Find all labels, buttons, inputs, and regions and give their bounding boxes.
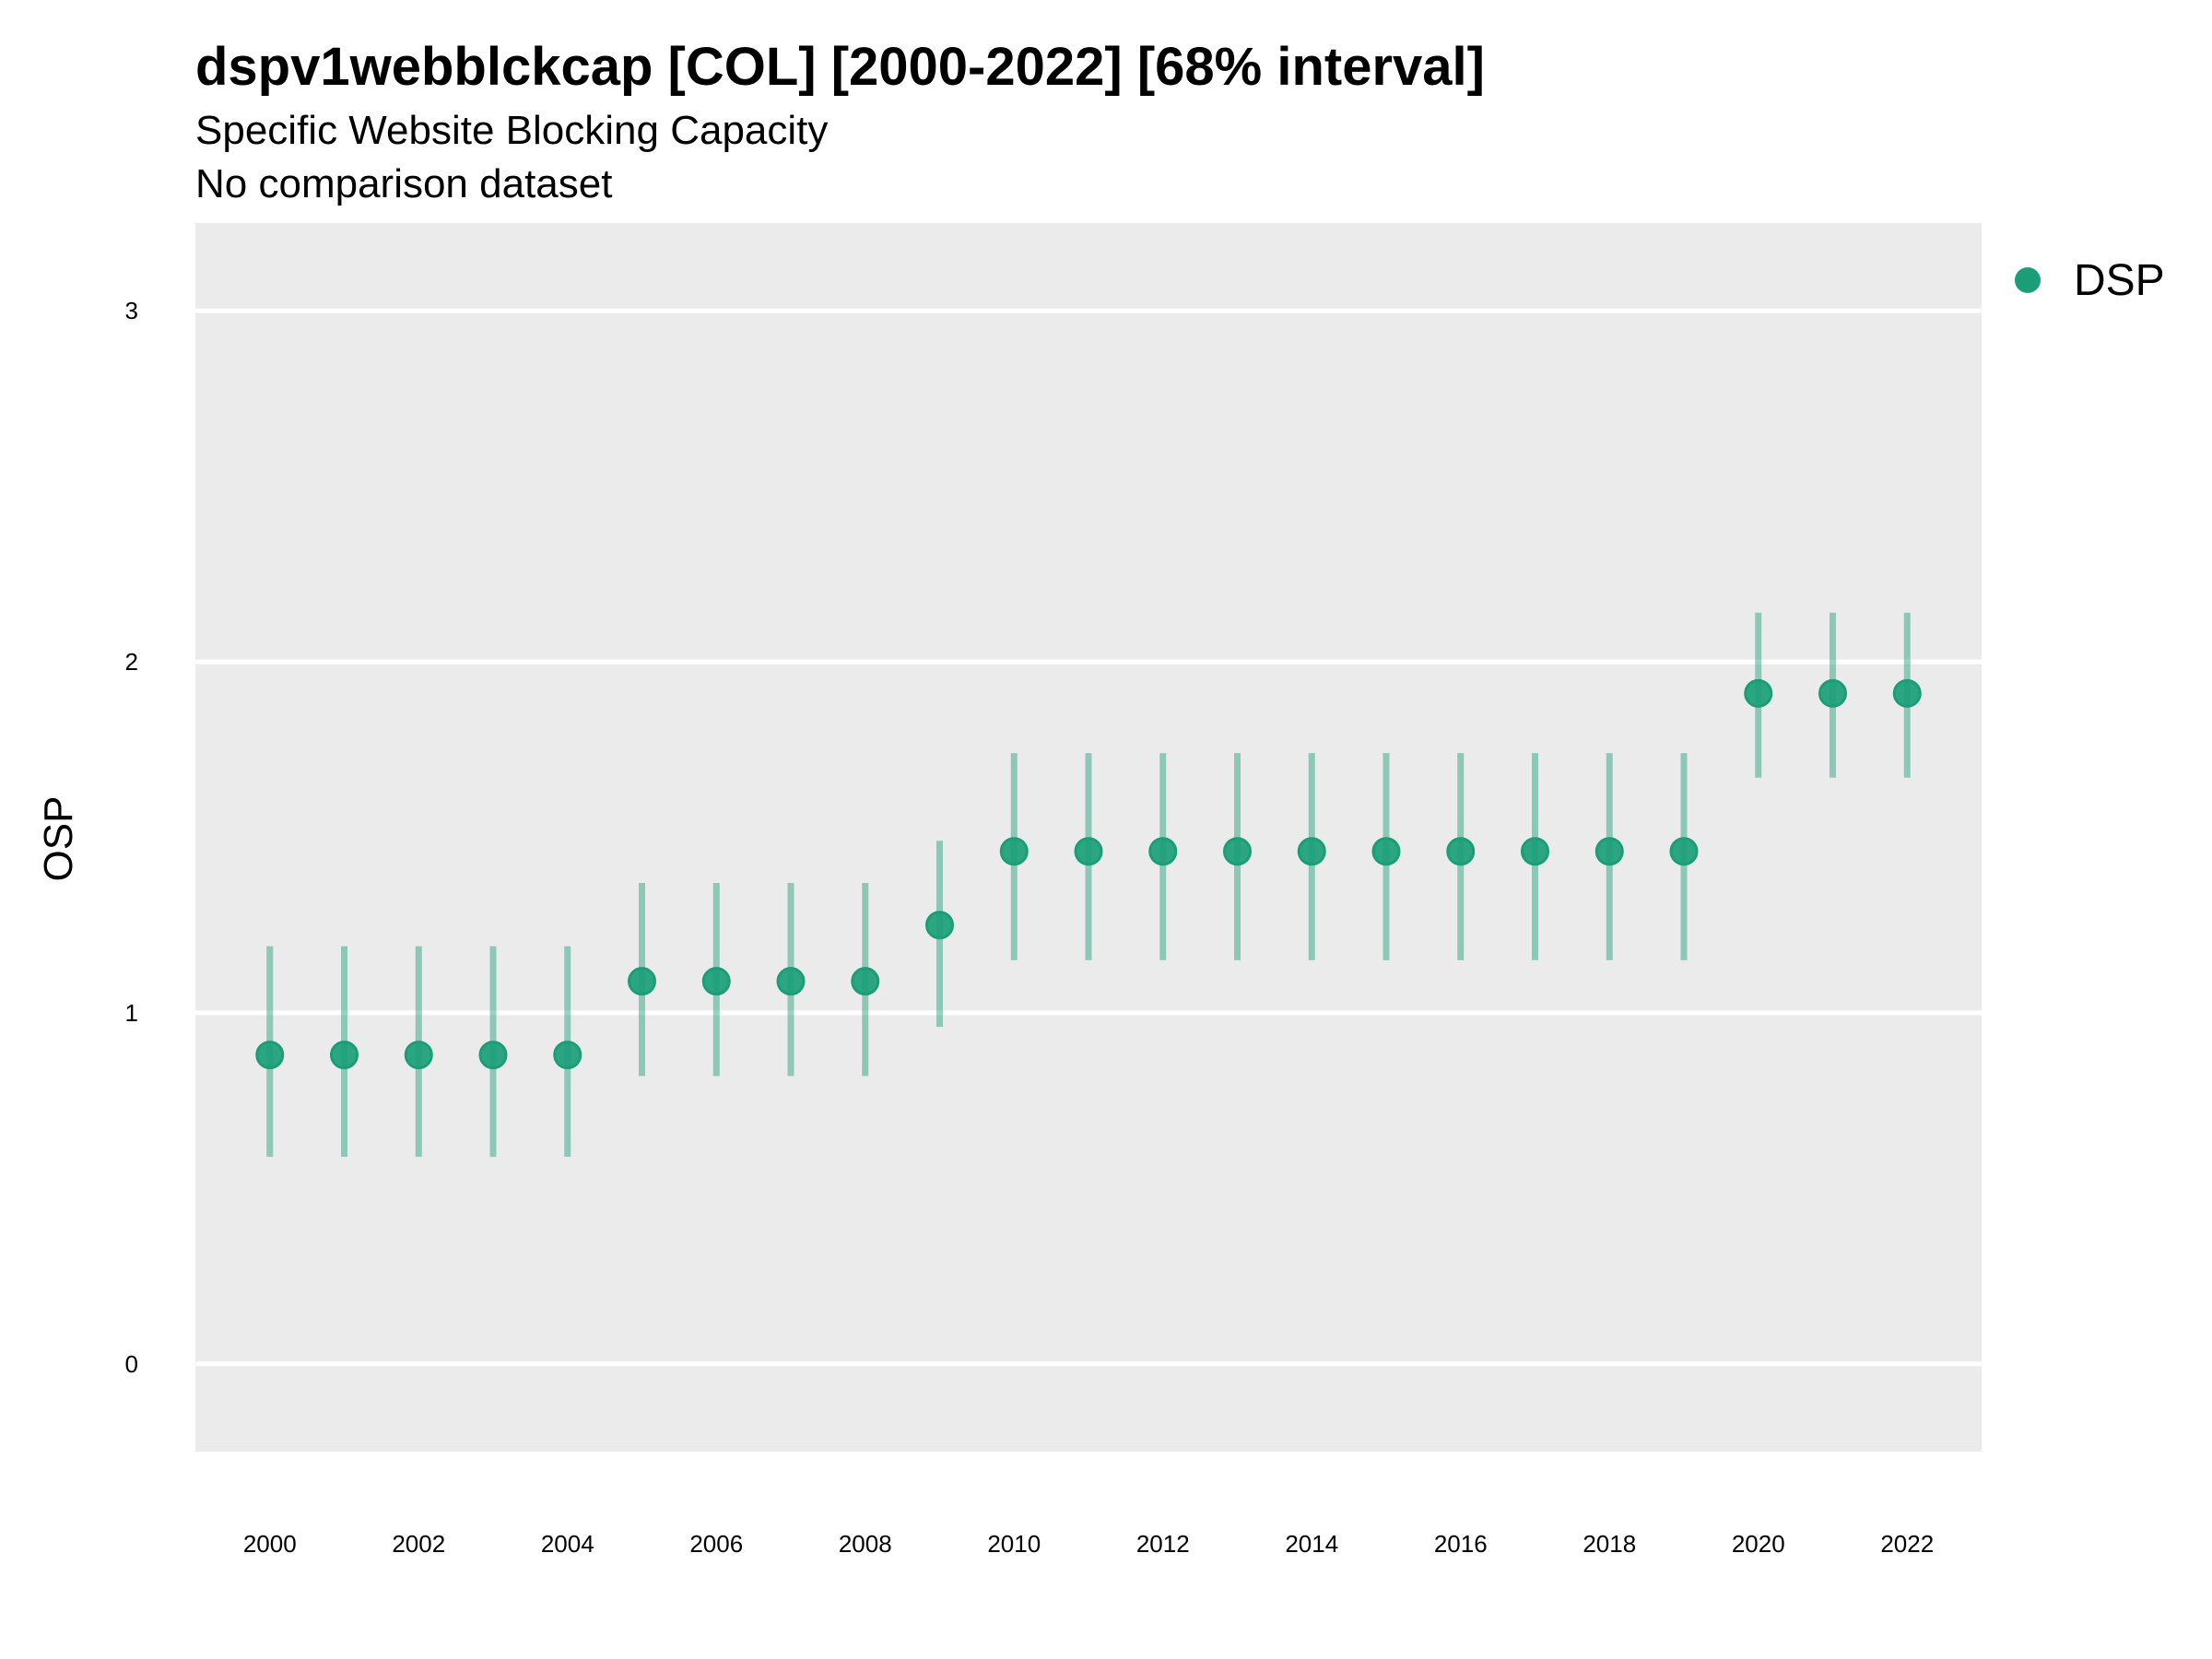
x-tick-label: 2022 (1880, 1530, 1934, 1558)
data-point (1521, 837, 1549, 866)
x-tick-label: 2012 (1136, 1530, 1190, 1558)
data-point (628, 967, 656, 996)
y-tick-label: 3 (125, 297, 138, 324)
data-point (1669, 837, 1699, 866)
legend-swatch-dsp (2015, 267, 2041, 293)
chart-subtitle: Specific Website Blocking Capacity (195, 108, 828, 153)
data-point (776, 967, 806, 996)
data-point (553, 1041, 582, 1070)
grid-lines (195, 308, 1982, 1367)
x-tick-label: 2014 (1285, 1530, 1338, 1558)
x-tick-label: 2020 (1732, 1530, 1785, 1558)
data-point (1818, 678, 1847, 708)
x-tick-label: 2008 (839, 1530, 892, 1558)
data-point (1446, 837, 1476, 866)
data-point (478, 1041, 508, 1070)
data-point (1371, 837, 1401, 866)
data-point (330, 1041, 359, 1070)
data-point (1594, 837, 1624, 866)
x-tick-label: 2010 (987, 1530, 1041, 1558)
x-tick-label: 2004 (541, 1530, 594, 1558)
chart-title: dspv1webblckcap [COL] [2000-2022] [68% i… (195, 37, 1485, 97)
y-tick-label: 0 (125, 1350, 138, 1378)
x-tick-label: 2016 (1434, 1530, 1488, 1558)
data-point (999, 837, 1029, 866)
chart-caption: No comparison dataset (195, 161, 612, 206)
data-point (404, 1041, 433, 1070)
x-tick-label: 2018 (1583, 1530, 1636, 1558)
x-tick-label: 2006 (689, 1530, 743, 1558)
data-point (1892, 678, 1922, 708)
y-tick-label: 2 (125, 648, 138, 676)
data-point (255, 1041, 285, 1070)
y-axis-label: OSP (36, 796, 81, 882)
data-point (701, 967, 731, 996)
data-point (1297, 837, 1326, 866)
data-point (1074, 837, 1103, 866)
x-tick-label: 2002 (392, 1530, 445, 1558)
x-axis-ticks: 2000 2002 2004 2006 2008 2010 2012 2014 2016 2018… (243, 1530, 1934, 1558)
data-points (255, 678, 1922, 1070)
data-point (925, 911, 954, 940)
x-tick-label: 2000 (243, 1530, 297, 1558)
data-point (1223, 837, 1252, 866)
legend-label-dsp: DSP (2074, 256, 2165, 305)
data-point (851, 967, 880, 996)
data-point (1744, 678, 1773, 708)
data-point (1148, 837, 1178, 866)
legend: DSP (2015, 256, 2165, 305)
y-axis-ticks: 0 1 2 3 (125, 297, 138, 1378)
y-tick-label: 1 (125, 999, 138, 1027)
